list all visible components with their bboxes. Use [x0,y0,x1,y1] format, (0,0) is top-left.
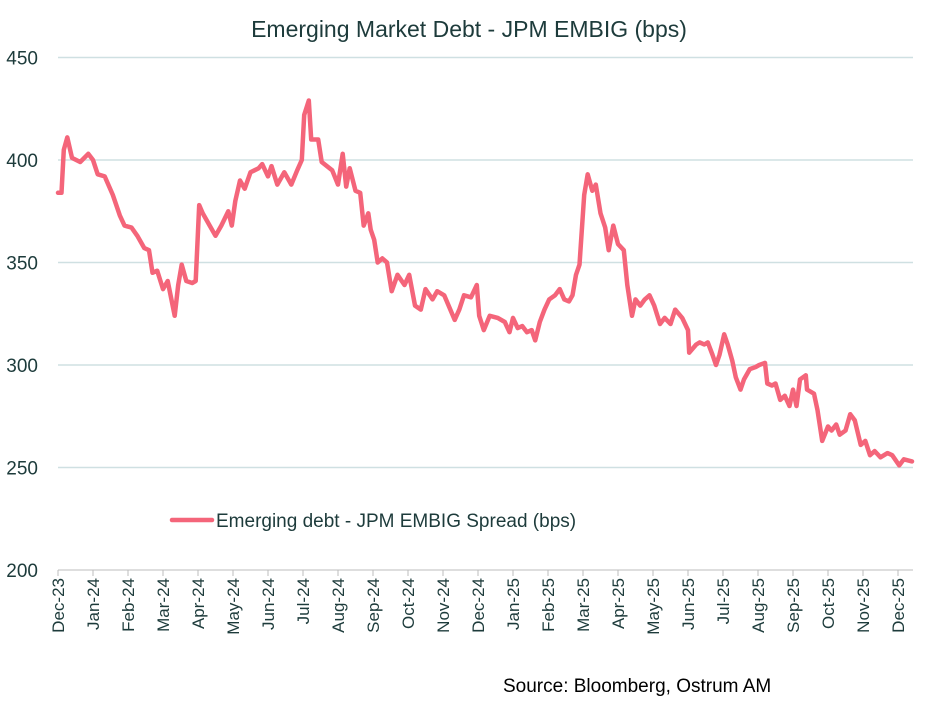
x-tick-label: May-25 [644,578,663,635]
x-tick-label: Aug-24 [329,578,348,633]
y-tick-label: 450 [6,49,38,70]
x-tick-label: Dec-25 [889,578,908,633]
y-tick-label: 200 [6,561,38,582]
x-tick-label: Nov-25 [854,578,873,633]
y-tick-label: 400 [6,151,38,172]
x-tick-label: Mar-24 [154,578,173,632]
x-tick-label: Dec-23 [49,578,68,633]
x-tick-label: Jan-25 [504,578,523,630]
x-tick-label: Feb-24 [119,578,138,632]
x-tick-label: Apr-25 [609,578,628,629]
chart-title: Emerging Market Debt - JPM EMBIG (bps) [251,16,687,42]
legend-label: Emerging debt - JPM EMBIG Spread (bps) [216,511,576,532]
x-tick-label: Jun-25 [679,578,698,630]
x-tick-label: Aug-25 [749,578,768,633]
x-tick-label: Apr-24 [189,578,208,629]
x-tick-label: Sep-25 [784,578,803,633]
x-tick-label: Mar-25 [574,578,593,632]
x-tick-label: Nov-24 [434,578,453,633]
x-tick-label: Feb-25 [539,578,558,632]
y-tick-label: 300 [6,356,38,377]
x-tick-label: Jun-24 [259,578,278,630]
x-tick-label: Jul-24 [294,578,313,624]
x-tick-label: Oct-24 [399,578,418,629]
x-tick-label: Oct-25 [819,578,838,629]
x-tick-label: Jul-25 [714,578,733,624]
source-note: Source: Bloomberg, Ostrum AM [503,676,772,697]
x-tick-label: May-24 [224,578,243,635]
series-line [55,98,915,468]
x-tick-label: Jan-24 [84,578,103,630]
x-tick-label: Dec-24 [469,578,488,633]
y-tick-label: 350 [6,254,38,275]
x-tick-label: Sep-24 [364,578,383,633]
y-tick-label: 250 [6,459,38,480]
